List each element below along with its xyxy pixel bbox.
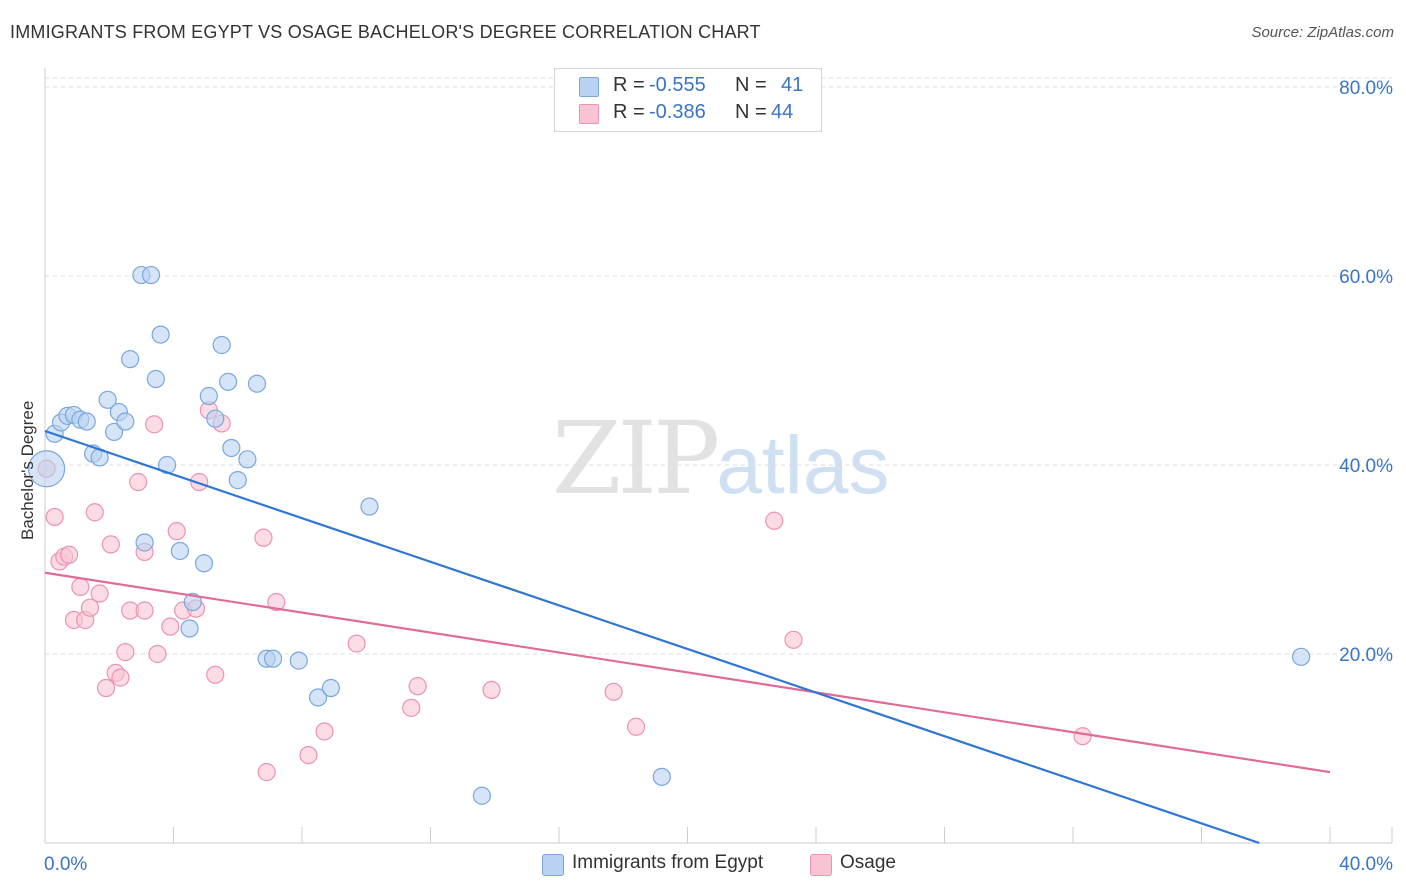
- y-tick-label: 20.0%: [1339, 645, 1393, 666]
- legend-row-egypt: R = -0.555 N = 41: [555, 73, 821, 99]
- correlation-legend: R = -0.555 N = 41 R = -0.386 N = 44: [554, 68, 822, 132]
- osage-point: [135, 601, 154, 620]
- osage-point: [626, 717, 646, 736]
- egypt-point: [219, 372, 238, 391]
- chart-title: IMMIGRANTS FROM EGYPT VS OSAGE BACHELOR'…: [10, 22, 761, 42]
- osage-point: [111, 668, 130, 687]
- watermark: ZIPatlas: [552, 400, 890, 517]
- egypt-point: [183, 592, 202, 612]
- legend-swatch-osage: [579, 104, 599, 124]
- x-tick-label: 0.0%: [44, 854, 87, 875]
- osage-point: [190, 472, 209, 492]
- egypt-point: [1291, 647, 1311, 666]
- legend-r-value: -0.386: [649, 101, 706, 123]
- egypt-point: [180, 619, 199, 638]
- y-axis-label: Bachelor's Degree: [18, 400, 37, 540]
- egypt-point: [151, 325, 170, 344]
- watermark-zip: ZIP: [552, 400, 720, 517]
- osage-point: [80, 598, 100, 617]
- egypt-point: [121, 350, 140, 369]
- egypt-point: [228, 471, 247, 490]
- osage-point: [206, 665, 225, 684]
- legend-n-label: N =: [735, 101, 767, 123]
- osage-point: [101, 535, 120, 554]
- osage-point: [148, 644, 167, 664]
- y-tick-label: 40.0%: [1339, 456, 1393, 477]
- legend-row-osage: R = -0.386 N = 44: [555, 100, 821, 126]
- egypt-point: [652, 767, 671, 786]
- osage-point: [161, 617, 180, 636]
- egypt-point: [199, 386, 218, 406]
- egypt-point: [146, 369, 165, 389]
- legend-r-label: R =: [613, 101, 645, 123]
- osage-point: [129, 472, 148, 492]
- egypt-point: [98, 390, 117, 409]
- osage-point: [254, 528, 273, 547]
- bottom-legend-swatch-osage: [810, 854, 832, 876]
- osage-point: [408, 677, 427, 696]
- osage-point: [299, 746, 318, 765]
- egypt-point: [135, 533, 154, 552]
- legend-n-value: 44: [771, 101, 794, 123]
- egypt-point: [321, 678, 341, 698]
- source-credit: Source: ZipAtlas.com: [1251, 24, 1394, 41]
- egypt-point: [308, 688, 328, 707]
- x-tick-label: 40.0%: [1339, 854, 1393, 875]
- legend-r-value: -0.555: [649, 74, 706, 96]
- legend-n-label: N =: [735, 74, 767, 96]
- egypt-point: [170, 541, 190, 561]
- osage-point: [167, 522, 186, 541]
- egypt-point: [360, 497, 379, 516]
- legend-n-value: 41: [781, 74, 804, 96]
- egypt-point: [194, 554, 214, 573]
- egypt-point: [472, 786, 491, 805]
- osage-point: [315, 722, 334, 741]
- egypt-point: [222, 438, 241, 458]
- osage-point: [402, 698, 421, 717]
- y-tick-label: 80.0%: [1339, 78, 1393, 99]
- osage-point: [116, 643, 135, 662]
- egypt-point: [116, 412, 135, 431]
- osage-point: [145, 415, 164, 434]
- osage-point: [267, 592, 286, 612]
- legend-swatch-egypt: [579, 77, 599, 97]
- osage-point: [765, 511, 784, 530]
- egypt-point: [104, 422, 124, 442]
- egypt-point: [263, 649, 283, 668]
- osage-point: [1073, 727, 1092, 746]
- osage-trend-line: [44, 571, 1331, 774]
- osage-point: [257, 763, 276, 782]
- egypt-trend-line: [44, 429, 1260, 845]
- watermark-atlas: atlas: [716, 420, 890, 511]
- osage-point: [59, 545, 79, 564]
- osage-point: [90, 584, 109, 603]
- legend-r-label: R =: [613, 74, 645, 96]
- osage-point: [784, 630, 803, 649]
- egypt-point: [212, 335, 231, 355]
- bottom-legend-label-egypt: Immigrants from Egypt: [572, 852, 764, 873]
- osage-point: [347, 634, 366, 653]
- bottom-legend-swatch-egypt: [542, 854, 564, 876]
- osage-point: [482, 680, 501, 700]
- egypt-point: [289, 651, 308, 670]
- y-tick-label: 60.0%: [1339, 267, 1393, 288]
- bottom-legend-label-osage: Osage: [840, 852, 896, 873]
- egypt-point: [141, 265, 161, 285]
- osage-point: [604, 682, 623, 701]
- osage-point: [71, 577, 90, 597]
- osage-point: [45, 507, 64, 527]
- egypt-point: [238, 450, 257, 469]
- egypt-point: [77, 412, 96, 431]
- egypt-point: [28, 450, 66, 488]
- osage-point: [85, 503, 104, 522]
- egypt-point: [247, 374, 267, 393]
- osage-point: [96, 678, 116, 698]
- egypt-point: [206, 409, 225, 428]
